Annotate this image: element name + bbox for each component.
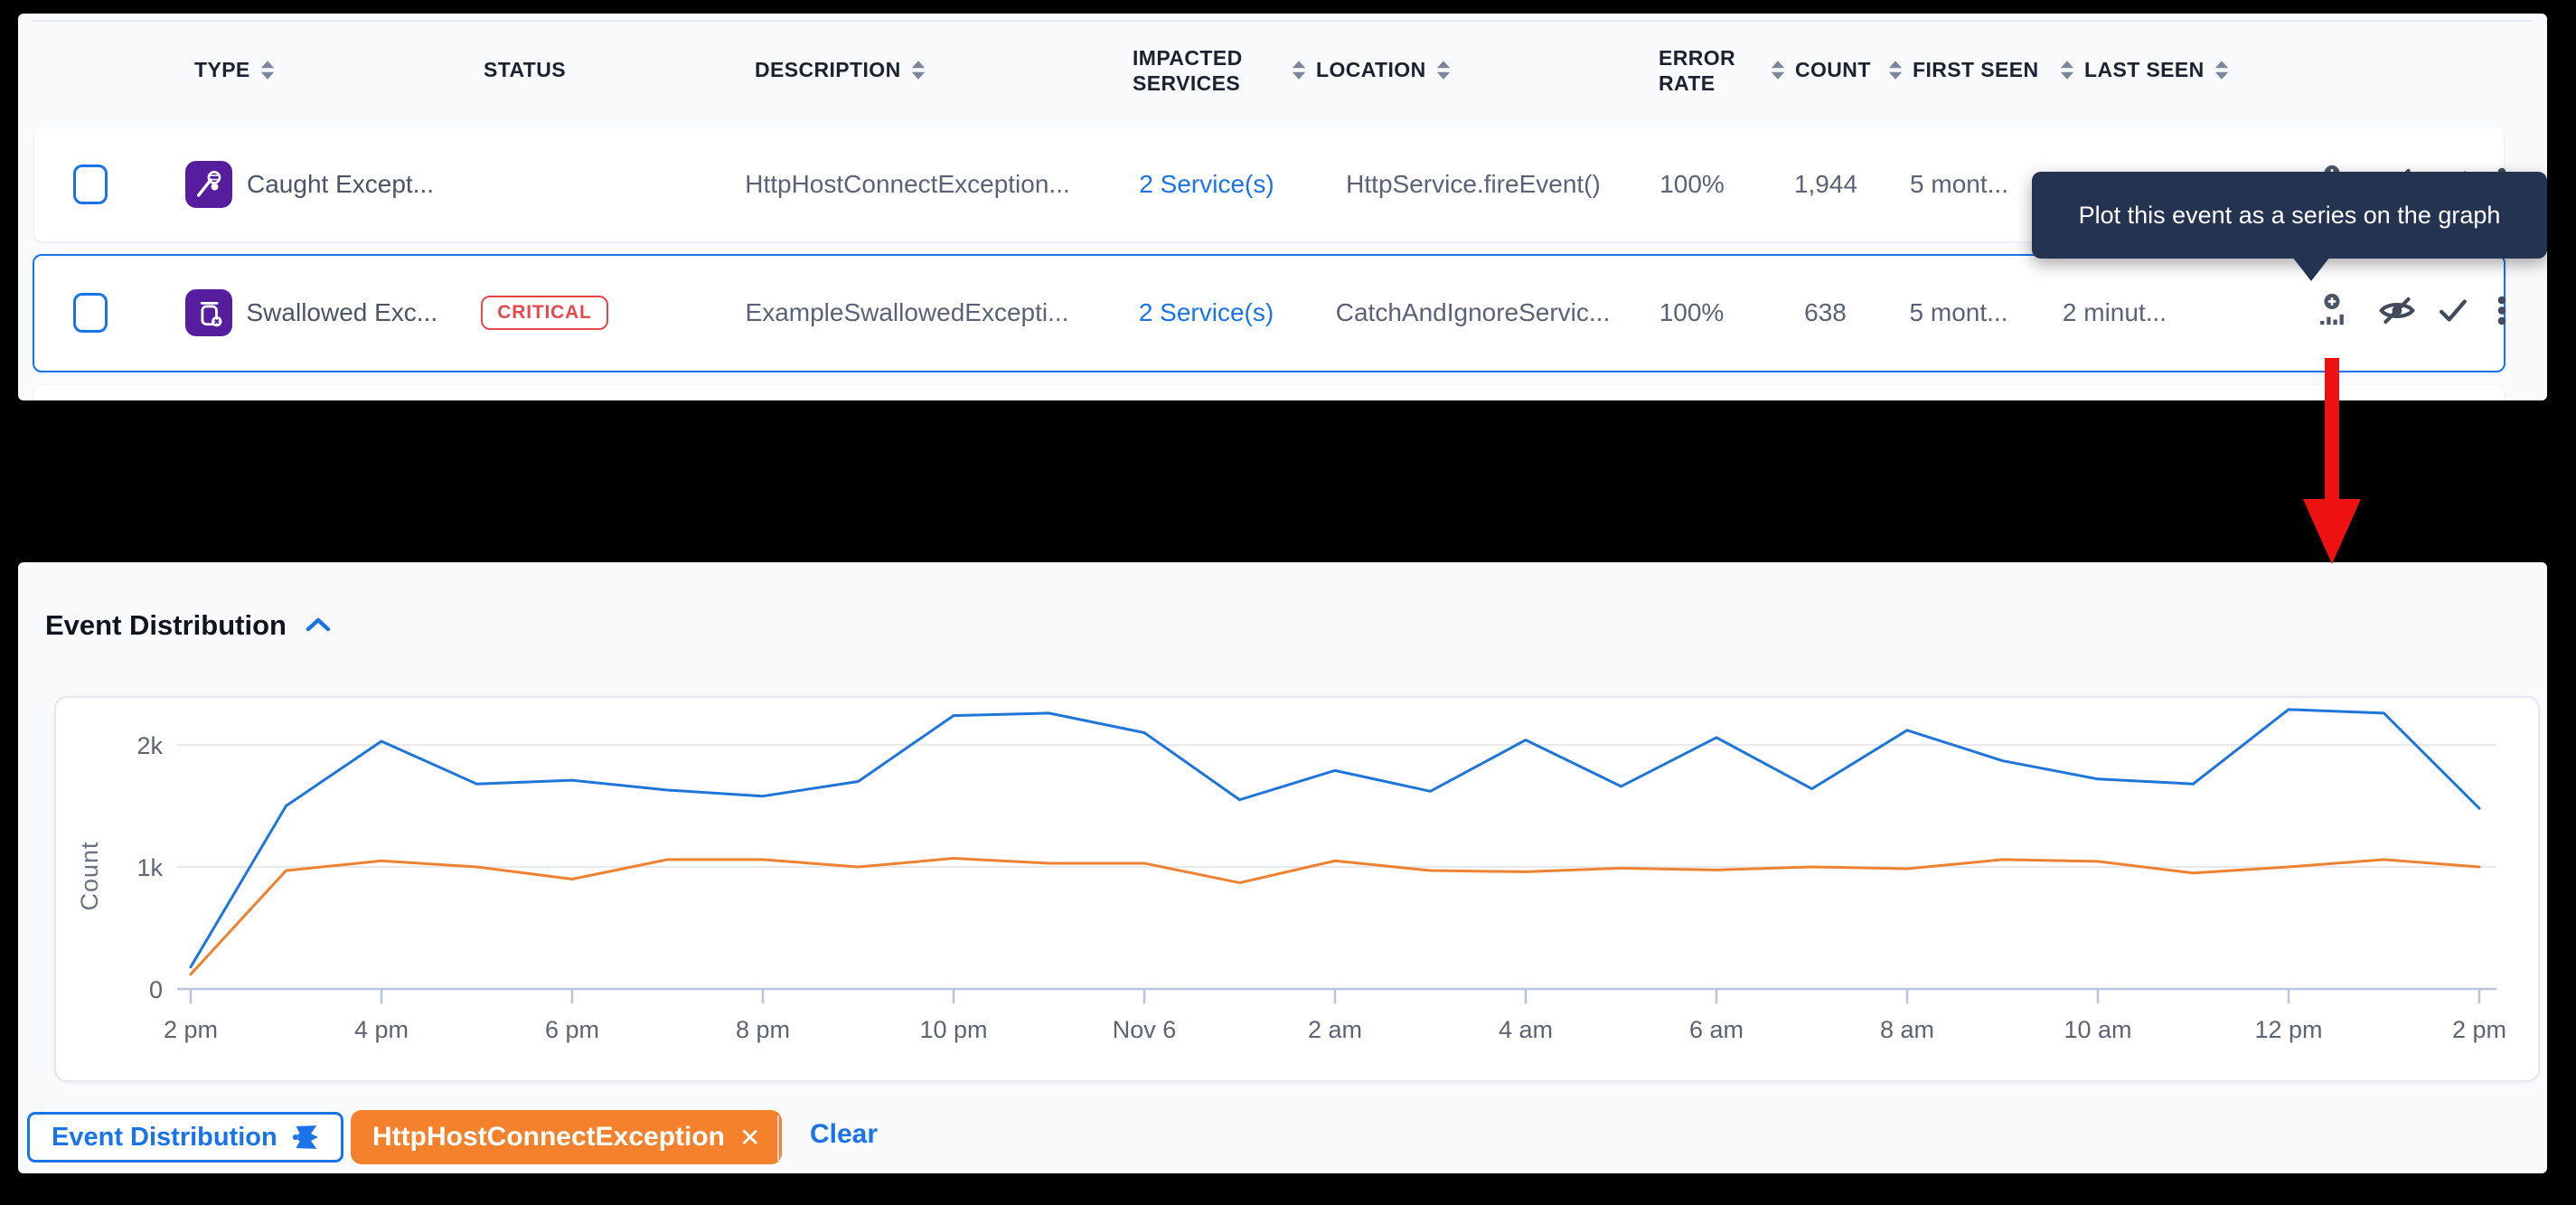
event-type-label: Swallowed Exc... <box>246 298 438 326</box>
svg-text:10 am: 10 am <box>2064 1016 2131 1043</box>
chart-title: Event Distribution <box>45 609 287 641</box>
sort-icon[interactable] <box>910 60 926 81</box>
column-header-impacted-services[interactable]: IMPACTED SERVICES <box>1133 14 1243 127</box>
column-header-type[interactable]: TYPE <box>194 14 276 127</box>
column-header-status[interactable]: STATUS <box>484 14 566 127</box>
status-cell: CRITICAL <box>441 256 649 371</box>
svg-text:2 am: 2 am <box>1308 1016 1362 1043</box>
column-label-description: DESCRIPTION <box>755 58 901 81</box>
impacted-services-link[interactable]: 2 Service(s) <box>1138 298 1274 326</box>
svg-text:8 am: 8 am <box>1880 1016 1934 1043</box>
event-distribution-panel: Event Distribution 0 1k 2k 2 pm 4 pm 6 pm 8 pm… <box>18 562 2547 1173</box>
type-cell: Caught Except... <box>185 127 434 241</box>
type-cell: Swallowed Exc... <box>184 256 438 371</box>
svg-text:8 pm: 8 pm <box>736 1016 790 1043</box>
svg-text:6 pm: 6 pm <box>545 1016 599 1043</box>
chart-card: 0 1k 2k 2 pm 4 pm 6 pm 8 pm 10 pm Nov 6 2 am 4 am 6… <box>54 696 2540 1082</box>
tooltip-caret <box>2292 257 2330 281</box>
svg-text:Count: Count <box>76 841 103 910</box>
chip-close-icon[interactable]: ✕ <box>739 1123 761 1152</box>
sort-icon[interactable] <box>2059 60 2075 81</box>
first-seen-cell: 5 mont... <box>1909 298 2008 326</box>
column-label-first-seen: FIRST SEEN <box>1913 58 2039 81</box>
error-rate-cell: 100% <box>1659 298 1725 326</box>
table-row-partial <box>34 385 2504 400</box>
location-cell: HttpService.fireEvent() <box>1346 169 1601 198</box>
plot-on-graph-icon[interactable] <box>2314 293 2350 334</box>
column-header-description[interactable]: DESCRIPTION <box>755 14 926 127</box>
hide-event-eye-off-icon[interactable] <box>2377 291 2417 335</box>
event-type-label: Caught Except... <box>247 169 435 198</box>
sort-icon[interactable] <box>1770 60 1786 81</box>
event-distribution-line-chart: 0 1k 2k 2 pm 4 pm 6 pm 8 pm 10 pm Nov 6 2 am 4 am 6… <box>76 708 2506 1043</box>
row-checkbox[interactable] <box>72 293 108 333</box>
last-seen-cell: 2 minut... <box>2062 298 2167 326</box>
error-rate-cell: 100% <box>1659 169 1725 198</box>
plot-event-tooltip: Plot this event as a series on the graph <box>2032 172 2547 259</box>
svg-text:4 am: 4 am <box>1499 1016 1553 1043</box>
svg-text:12 pm: 12 pm <box>2254 1016 2322 1043</box>
chart-title-row: Event Distribution <box>45 609 332 642</box>
resolve-check-icon[interactable] <box>2435 293 2471 334</box>
sort-icon[interactable] <box>2214 60 2230 81</box>
column-label-impacted-services-line2: SERVICES <box>1133 71 1241 95</box>
column-header-location[interactable]: LOCATION <box>1291 14 1452 127</box>
caught-exception-icon <box>185 160 232 208</box>
sort-icon[interactable] <box>1435 60 1452 81</box>
table-row-selected[interactable]: Swallowed Exc... CRITICAL ExampleSwallow… <box>32 253 2505 372</box>
column-label-type: TYPE <box>194 58 250 81</box>
series-chip-httphostconnectexception[interactable]: HttpHostConnectException ✕ <box>351 1110 783 1164</box>
branch-arrows-icon <box>290 1123 319 1152</box>
column-label-last-seen: LAST SEEN <box>2084 58 2205 81</box>
column-label-status: STATUS <box>484 58 566 81</box>
first-seen-cell: 5 mont... <box>1910 169 2008 198</box>
sort-icon[interactable] <box>1887 60 1904 81</box>
location-cell: CatchAndIgnoreServic... <box>1335 298 1611 326</box>
svg-text:2k: 2k <box>136 732 163 759</box>
svg-text:Nov 6: Nov 6 <box>1113 1016 1177 1043</box>
svg-text:2 pm: 2 pm <box>164 1016 218 1043</box>
description-cell: HttpHostConnectException... <box>745 169 1070 198</box>
column-header-error-rate[interactable]: ERROR RATE <box>1659 14 1735 127</box>
swallowed-exception-icon <box>184 289 232 336</box>
svg-text:1k: 1k <box>136 854 163 881</box>
svg-text:6 am: 6 am <box>1689 1016 1744 1043</box>
event-distribution-series-button[interactable]: Event Distribution <box>27 1112 343 1163</box>
column-label-error-rate-line1: ERROR <box>1659 45 1736 70</box>
column-label-location: LOCATION <box>1316 58 1426 81</box>
chart-legend: Event Distribution HttpHostConnectExcept… <box>18 1108 2547 1168</box>
description-cell: ExampleSwallowedExcepti... <box>745 298 1069 326</box>
column-label-impacted-services-line1: IMPACTED <box>1133 45 1243 70</box>
series-button-label: Event Distribution <box>52 1122 277 1152</box>
clear-series-link[interactable]: Clear <box>810 1119 879 1149</box>
column-label-error-rate-line2: RATE <box>1659 71 1716 95</box>
sort-icon[interactable] <box>259 60 276 81</box>
count-cell: 638 <box>1804 298 1847 326</box>
count-cell: 1,944 <box>1793 169 1858 198</box>
column-header-first-seen[interactable]: FIRST SEEN <box>1887 14 2038 127</box>
legend-divider <box>777 1116 779 1161</box>
impacted-services-link[interactable]: 2 Service(s) <box>1139 169 1274 198</box>
svg-text:10 pm: 10 pm <box>919 1016 987 1043</box>
column-label-count: COUNT <box>1795 58 1871 81</box>
svg-text:0: 0 <box>149 976 163 1003</box>
column-header-count[interactable]: COUNT <box>1770 14 1871 127</box>
sort-icon[interactable] <box>1291 60 1307 81</box>
row-checkbox[interactable] <box>73 164 108 204</box>
kebab-menu-icon[interactable] <box>2491 293 2513 334</box>
annotation-arrow-head <box>2303 499 2361 564</box>
critical-status-badge: CRITICAL <box>481 296 608 330</box>
svg-text:2 pm: 2 pm <box>2452 1016 2506 1043</box>
annotation-arrow <box>2325 358 2339 503</box>
column-header-last-seen[interactable]: LAST SEEN <box>2059 14 2230 127</box>
svg-text:4 pm: 4 pm <box>354 1016 409 1043</box>
chip-label: HttpHostConnectException <box>372 1122 725 1152</box>
panel-top-rule <box>33 20 2533 22</box>
tooltip-text: Plot this event as a series on the graph <box>2078 201 2501 229</box>
collapse-chevron-up-icon[interactable] <box>305 616 332 635</box>
